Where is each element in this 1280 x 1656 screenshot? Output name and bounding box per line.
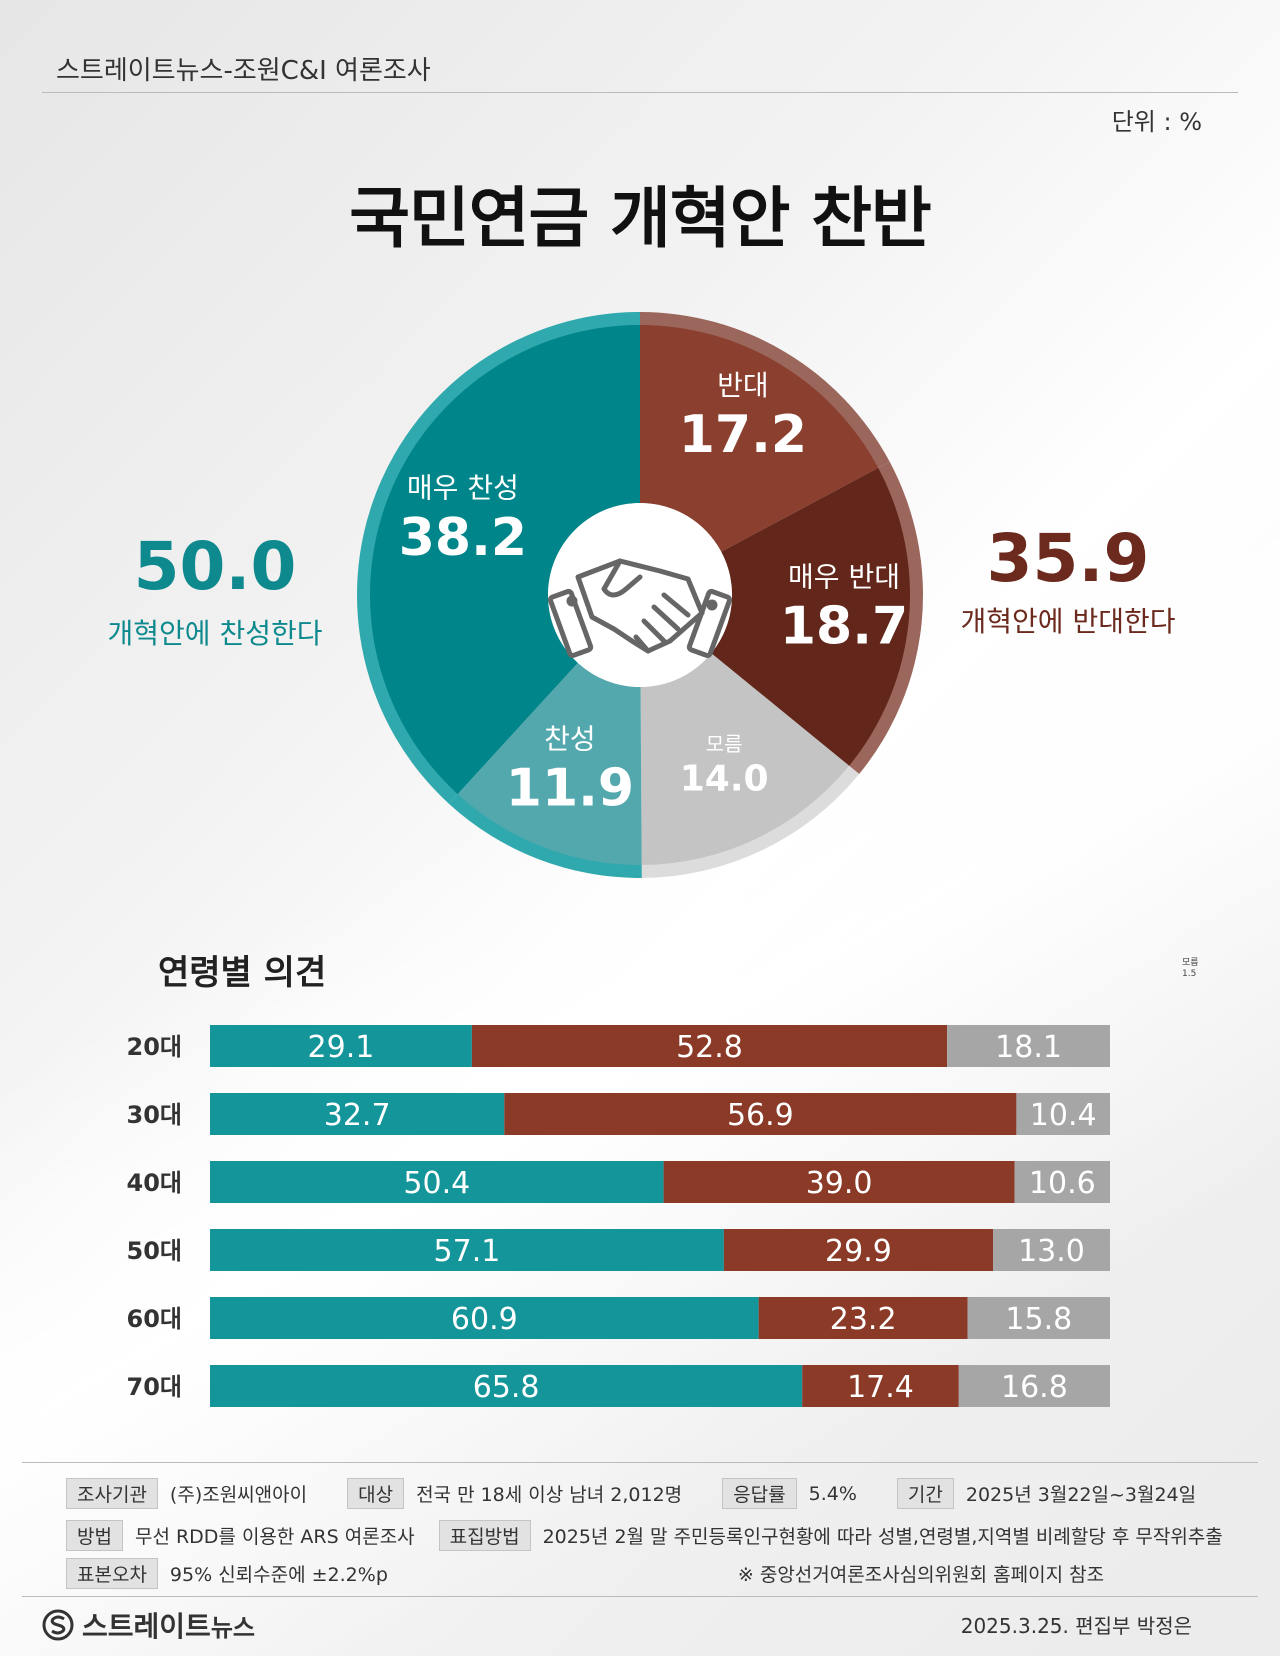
bar-segment-5-2 xyxy=(958,1365,1110,1407)
bar-value-5-2: 16.8 xyxy=(1001,1370,1068,1405)
error-tag: 표본오차 xyxy=(66,1558,158,1589)
donut-label-0: 반대 xyxy=(717,369,769,402)
unit-label: 단위 : % xyxy=(1111,108,1202,136)
donut-label-2: 모름 xyxy=(706,732,743,756)
age-section-title: 연령별 의견 xyxy=(158,953,327,993)
donut-value-4: 38.2 xyxy=(399,508,527,568)
method-value: 무선 RDD를 이용한 ARS 여론조사 xyxy=(134,1526,415,1548)
handshake-icon xyxy=(547,558,733,659)
donut-slice-2 xyxy=(640,653,850,865)
bar-segment-1-0 xyxy=(210,1093,505,1135)
logo-text-sub: 뉴스 xyxy=(210,1613,255,1642)
oppose-total-label: 개혁안에 반대한다 xyxy=(960,605,1176,638)
reference-note: ※ 중앙선거여론조사심의위원회 홈페이지 참조 xyxy=(737,1564,1105,1586)
bar-value-0-0: 29.1 xyxy=(308,1030,375,1065)
donut-label-1: 매우 반대 xyxy=(788,560,900,593)
bar-value-3-1: 29.9 xyxy=(825,1234,892,1269)
response-tag: 응답률 xyxy=(722,1478,797,1509)
donut-value-1: 18.7 xyxy=(780,597,908,657)
bar-value-5-1: 17.4 xyxy=(847,1370,914,1405)
age-label-5: 70대 xyxy=(127,1373,182,1401)
donut-label-3: 찬성 xyxy=(544,722,596,755)
age-label-4: 60대 xyxy=(127,1305,182,1333)
period-value: 2025년 3월22일~3월24일 xyxy=(965,1484,1197,1506)
agency-tag: 조사기관 xyxy=(66,1478,158,1509)
bar-value-4-1: 23.2 xyxy=(830,1302,897,1337)
dont-know-note-label: 모름 xyxy=(1182,958,1199,968)
bar-value-3-0: 57.1 xyxy=(434,1234,501,1269)
dont-know-note: 모름 1.5 xyxy=(1182,958,1199,980)
bar-segment-5-1 xyxy=(802,1365,959,1407)
period-tag: 기간 xyxy=(896,1478,954,1509)
credit-line: 2025.3.25. 편집부 박정은 xyxy=(960,1614,1192,1638)
bar-segment-2-2 xyxy=(1014,1161,1110,1203)
donut-value-0: 17.2 xyxy=(679,405,807,465)
target-value: 전국 만 18세 이상 남녀 2,012명 xyxy=(416,1484,683,1506)
bar-segment-2-1 xyxy=(663,1161,1015,1203)
bar-segment-0-2 xyxy=(947,1025,1110,1067)
survey-source: 스트레이트뉴스-조원C&I 여론조사 xyxy=(56,56,431,86)
logo-mark-icon xyxy=(42,1609,74,1641)
info-row-2: 방법 무선 RDD를 이용한 ARS 여론조사 표집방법 2025년 2월 말 … xyxy=(66,1520,1223,1551)
response-value: 5.4% xyxy=(808,1482,857,1505)
dont-know-note-value: 1.5 xyxy=(1182,969,1197,979)
favor-total-value: 50.0 xyxy=(133,528,297,605)
donut-slices xyxy=(369,325,911,865)
donut-slice-0 xyxy=(640,325,879,552)
info-row-3: 표본오차 95% 신뢰수준에 ±2.2%p ※ 중앙선거여론조사심의위원회 홈페… xyxy=(66,1558,1104,1589)
bar-segment-3-1 xyxy=(723,1229,993,1271)
info-divider-top xyxy=(22,1462,1258,1463)
age-label-2: 40대 xyxy=(127,1169,182,1197)
favor-total-label: 개혁안에 찬성한다 xyxy=(107,617,323,650)
method-tag: 방법 xyxy=(66,1520,123,1551)
age-label-1: 30대 xyxy=(127,1101,182,1129)
bar-value-1-2: 10.4 xyxy=(1030,1098,1097,1133)
bar-segment-0-0 xyxy=(210,1025,472,1067)
brand-logo: 스트레이트 뉴스 xyxy=(42,1605,255,1645)
bar-segment-4-1 xyxy=(758,1297,968,1339)
donut-slice-4 xyxy=(369,325,640,795)
donut-slice-1 xyxy=(711,467,911,766)
bar-value-0-1: 52.8 xyxy=(676,1030,743,1065)
sampling-value: 2025년 2월 말 주민등록인구현황에 따라 성별,연령별,지역별 비례할당 … xyxy=(542,1526,1223,1548)
bar-value-4-0: 60.9 xyxy=(451,1302,518,1337)
bar-value-5-0: 65.8 xyxy=(473,1370,540,1405)
error-value: 95% 신뢰수준에 ±2.2%p xyxy=(169,1564,388,1586)
logo-text-main: 스트레이트 xyxy=(82,1610,211,1643)
oppose-total-value: 35.9 xyxy=(986,520,1150,597)
bar-segment-1-2 xyxy=(1016,1093,1110,1135)
bar-value-4-2: 15.8 xyxy=(1005,1302,1072,1337)
age-label-3: 50대 xyxy=(127,1237,182,1265)
bar-segment-0-1 xyxy=(471,1025,948,1067)
donut-value-3: 11.9 xyxy=(506,759,634,819)
sampling-tag: 표집방법 xyxy=(438,1520,531,1551)
donut-value-2: 14.0 xyxy=(680,759,769,800)
donut-label-4: 매우 찬성 xyxy=(407,472,519,505)
bar-value-1-1: 56.9 xyxy=(727,1098,794,1133)
bar-value-2-2: 10.6 xyxy=(1029,1166,1096,1201)
bar-segment-5-0 xyxy=(210,1365,803,1407)
age-stacked-bar-chart: 20대 29.1 52.8 18.1 30대 32.7 56.9 10.4 40대 50.4 39.… xyxy=(127,1025,1110,1407)
donut-ring-slice-2 xyxy=(641,764,860,878)
bar-value-0-2: 18.1 xyxy=(995,1030,1062,1065)
bar-value-1-0: 32.7 xyxy=(324,1098,391,1133)
bar-segment-2-0 xyxy=(210,1161,664,1203)
age-label-0: 20대 xyxy=(127,1033,182,1061)
bar-segment-3-2 xyxy=(993,1229,1110,1271)
target-tag: 대상 xyxy=(347,1478,405,1509)
bar-value-2-0: 50.4 xyxy=(403,1166,470,1201)
bar-segment-3-0 xyxy=(210,1229,724,1271)
header-divider xyxy=(42,92,1238,93)
donut-slice-3 xyxy=(457,662,642,865)
info-row-1: 조사기관 (주)조원씨앤아이 대상 전국 만 18세 이상 남녀 2,012명 … xyxy=(66,1478,1196,1509)
page-title: 국민연금 개혁안 찬반 xyxy=(349,180,931,257)
bar-segment-1-1 xyxy=(504,1093,1017,1135)
info-divider-bottom xyxy=(22,1596,1258,1597)
bar-value-3-2: 13.0 xyxy=(1018,1234,1085,1269)
bar-value-2-1: 39.0 xyxy=(806,1166,873,1201)
bar-segment-4-2 xyxy=(967,1297,1110,1339)
agency-value: (주)조원씨앤아이 xyxy=(169,1484,308,1506)
bar-segment-4-0 xyxy=(210,1297,759,1339)
